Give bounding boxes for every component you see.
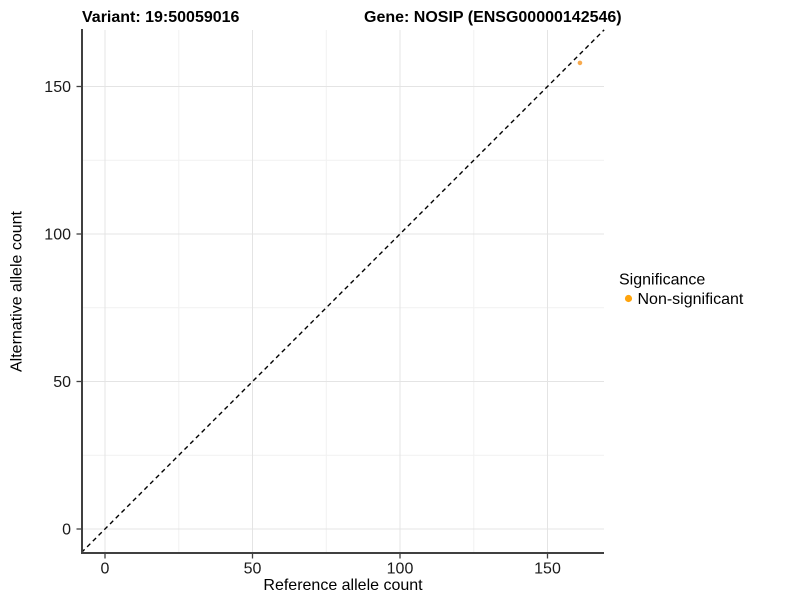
identity-line (80, 29, 605, 554)
legend-title: Significance (619, 272, 705, 289)
y-tick-labels: 0 50 100 150 (44, 79, 71, 539)
panel-gridlines (82, 30, 604, 553)
plot-title-gene: Gene: NOSIP (ENSG00000142546) (364, 9, 622, 26)
y-tick-label: 150 (44, 79, 71, 96)
tick-marks (76, 85, 549, 559)
y-axis-title: Alternative allele count (9, 210, 26, 372)
y-tick-label: 50 (53, 374, 71, 391)
y-tick-label: 0 (62, 522, 71, 539)
x-tick-label: 0 (101, 561, 110, 578)
y-tick-label: 100 (44, 227, 71, 244)
x-tick-label: 50 (244, 561, 262, 578)
x-axis-title: Reference allele count (263, 577, 423, 594)
data-point (577, 60, 583, 66)
x-tick-labels: 0 50 100 150 (101, 561, 561, 578)
x-tick-label: 150 (534, 561, 561, 578)
plot-title-variant: Variant: 19:50059016 (82, 9, 240, 26)
legend-point-icon (624, 294, 633, 303)
axis-lines (81, 29, 604, 554)
legend-item-label: Non-significant (638, 291, 744, 308)
x-tick-label: 100 (387, 561, 414, 578)
legend: Significance Non-significant (619, 272, 744, 309)
